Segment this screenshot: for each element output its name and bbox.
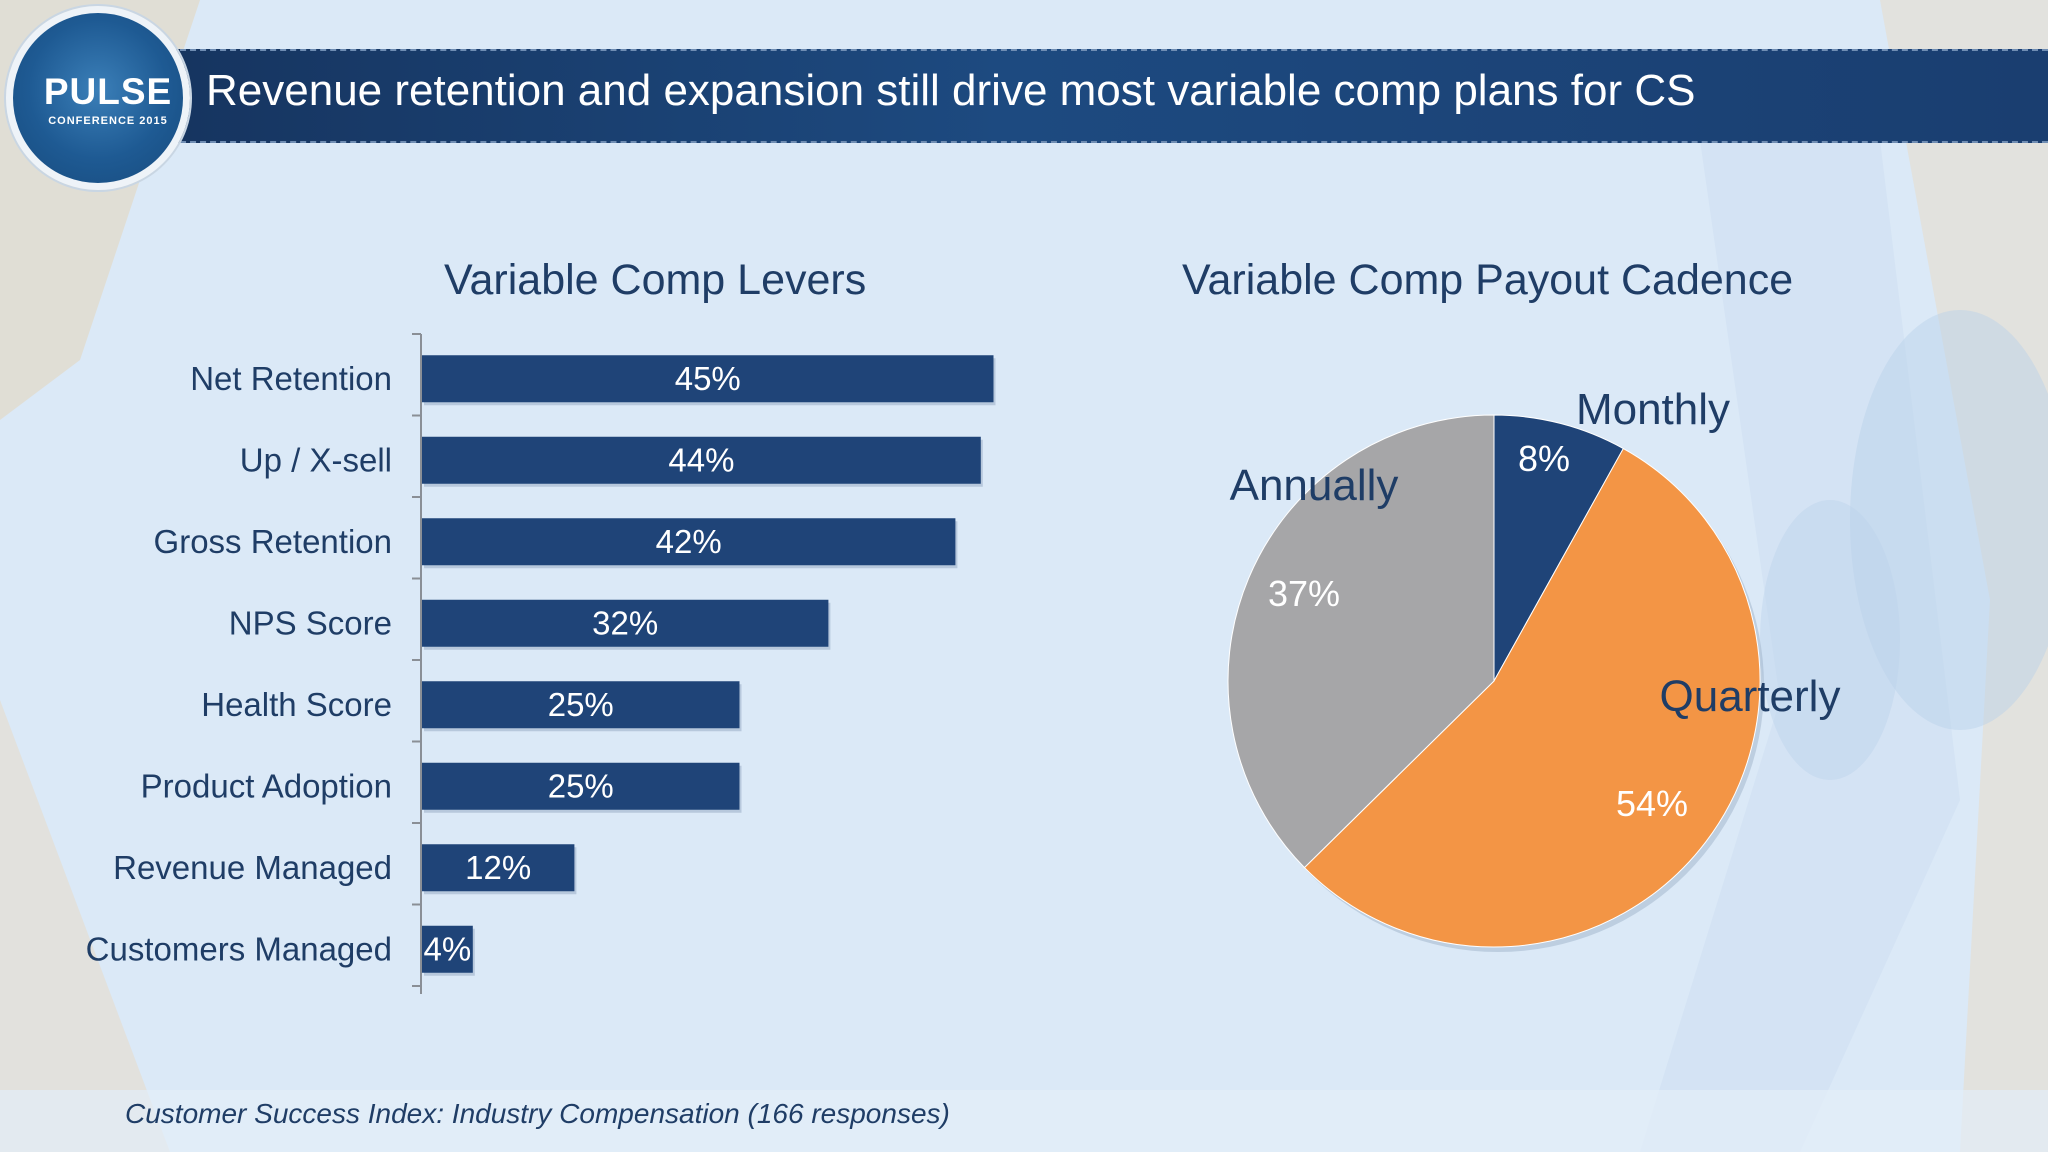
category-label: Customers Managed (86, 930, 392, 967)
pie-slice-monthly (1493, 414, 1625, 683)
bar (422, 518, 956, 566)
pie-chart-title: Variable Comp Payout Cadence (1182, 256, 1794, 304)
bar (422, 599, 829, 647)
category-label: Up / X-sell (240, 441, 392, 478)
bar (422, 681, 740, 729)
category-label: Product Adoption (141, 767, 392, 804)
pie-slice-annually (1227, 414, 1495, 869)
logo-word: PULSE (43, 71, 173, 112)
bar-data-label: 12% (465, 849, 531, 886)
pie-data-label: 37% (1268, 573, 1340, 614)
bar-data-label: 42% (656, 523, 722, 560)
pie-slice-quarterly (1303, 447, 1761, 948)
category-label: Gross Retention (154, 523, 392, 560)
bar (422, 925, 473, 973)
pie-slice-name: Quarterly (1660, 672, 1841, 721)
bar (422, 762, 740, 810)
pie-chart: 8%Monthly 54% Quarterly 37% Annually (1227, 385, 1841, 952)
bar (422, 436, 981, 484)
slide-title: Revenue retention and expansion still dr… (206, 66, 1696, 115)
bar-data-label: 25% (548, 686, 614, 723)
bar-data-label: 44% (668, 441, 734, 478)
category-label: Net Retention (190, 360, 392, 397)
bar-data-label: 25% (548, 767, 614, 804)
pulse-logo: PULSE CONFERENCE 2015 (6, 6, 190, 190)
header-band (150, 49, 2048, 143)
logo-subtitle: CONFERENCE 2015 (48, 115, 168, 127)
category-label: Revenue Managed (113, 849, 392, 886)
bar-data-label: 4% (424, 930, 472, 967)
bar-chart: Net Retention 45% Up / X-sell 44% Gross Rete… (86, 333, 996, 994)
pie-slice-name: Monthly (1576, 385, 1730, 434)
category-label: Health Score (201, 686, 392, 723)
category-label: NPS Score (229, 604, 392, 641)
pie-data-label: 54% (1616, 783, 1688, 824)
pie-slice-name: Annually (1230, 461, 1399, 510)
source-footnote: Customer Success Index: Industry Compens… (125, 1098, 950, 1129)
bar-data-label: 45% (675, 360, 741, 397)
bar (422, 355, 994, 403)
bar-data-label: 32% (592, 604, 658, 641)
bar (422, 844, 575, 892)
pie-data-label: 8% (1518, 438, 1570, 479)
bar-chart-title: Variable Comp Levers (444, 256, 867, 304)
